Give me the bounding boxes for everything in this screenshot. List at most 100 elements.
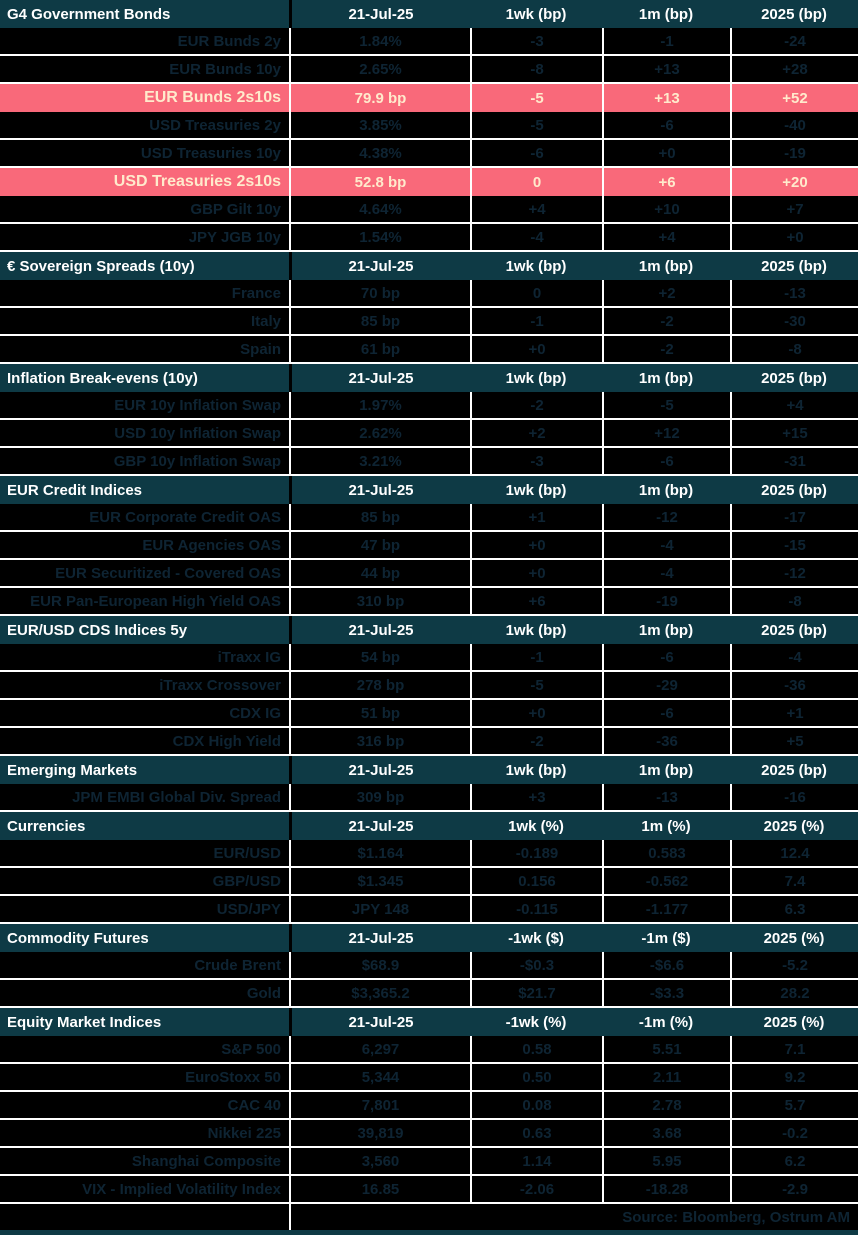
cell-month-change: +2 <box>602 280 730 306</box>
column-header: 1m (bp) <box>638 5 694 23</box>
table-row: VIX - Implied Volatility Index 16.85 -2.06… <box>0 1176 858 1204</box>
cell-month-change: -2 <box>602 308 730 334</box>
row-label: EUR Pan-European High Yield OAS <box>30 592 281 610</box>
footer-empty-cell <box>0 1204 289 1230</box>
column-header: 2025 (bp) <box>761 257 827 275</box>
table-row: USD Treasuries 2y 3.85% -5 -6 -40 <box>0 112 858 140</box>
cell-ytd-change: -30 <box>730 308 858 334</box>
cell-ytd-change: -24 <box>730 28 858 54</box>
table-row: USD 10y Inflation Swap 2.62% +2 +12 +15 <box>0 420 858 448</box>
cell-month-change: -12 <box>602 504 730 530</box>
cell-last-value: 51 bp <box>289 700 470 726</box>
cell-ytd-change: 6.3 <box>730 896 858 922</box>
table-row: EuroStoxx 50 5,344 0.50 2.11 9.2 <box>0 1064 858 1092</box>
cell-month-change: -6 <box>602 644 730 670</box>
cell-ytd-change: +1 <box>730 700 858 726</box>
cell-week-change: 0 <box>470 168 602 196</box>
column-header: 1m (bp) <box>638 481 694 499</box>
column-header: 2025 (bp) <box>761 5 827 23</box>
cell-ytd-change: -19 <box>730 140 858 166</box>
cell-week-change: +3 <box>470 784 602 810</box>
cell-last-value: 61 bp <box>289 336 470 362</box>
cell-week-change: +4 <box>470 196 602 222</box>
section-title: € Sovereign Spreads (10y) <box>7 257 195 275</box>
cell-last-value: 6,297 <box>289 1036 470 1062</box>
table-row: Italy 85 bp -1 -2 -30 <box>0 308 858 336</box>
cell-last-value: 85 bp <box>289 504 470 530</box>
table-row: GBP Gilt 10y 4.64% +4 +10 +7 <box>0 196 858 224</box>
column-header: 1m (bp) <box>638 621 694 639</box>
table-row: USD Treasuries 2s10s 52.8 bp 0 +6 +20 <box>0 168 858 196</box>
cell-ytd-change: +52 <box>730 84 858 112</box>
section-title: Equity Market Indices <box>7 1013 162 1031</box>
row-label: CAC 40 <box>227 1096 281 1114</box>
cell-month-change: +6 <box>602 168 730 196</box>
column-header: 21-Jul-25 <box>289 1008 470 1036</box>
cell-month-change: 5.51 <box>602 1036 730 1062</box>
cell-ytd-change: -16 <box>730 784 858 810</box>
column-header: 1wk (bp) <box>505 481 567 499</box>
cell-ytd-change: 6.2 <box>730 1148 858 1174</box>
cell-month-change: -4 <box>602 560 730 586</box>
row-label: Spain <box>240 340 281 358</box>
row-label: CDX IG <box>229 704 281 722</box>
cell-month-change: -6 <box>602 700 730 726</box>
cell-ytd-change: -12 <box>730 560 858 586</box>
table-row: Shanghai Composite 3,560 1.14 5.95 6.2 <box>0 1148 858 1176</box>
column-header: 21-Jul-25 <box>289 616 470 644</box>
cell-ytd-change: -8 <box>730 588 858 614</box>
cell-week-change: -1 <box>470 644 602 670</box>
row-label: EuroStoxx 50 <box>185 1068 281 1086</box>
column-header: 2025 (%) <box>763 1013 825 1031</box>
column-header: 21-Jul-25 <box>289 252 470 280</box>
cell-ytd-change: +4 <box>730 392 858 418</box>
row-label: EUR Bunds 2s10s <box>144 89 281 106</box>
cell-week-change: +2 <box>470 420 602 446</box>
column-header: 1m (bp) <box>638 257 694 275</box>
cell-month-change: -2 <box>602 336 730 362</box>
cell-week-change: -5 <box>470 672 602 698</box>
table-row: Spain 61 bp +0 -2 -8 <box>0 336 858 364</box>
column-header: 1wk (bp) <box>505 369 567 387</box>
table-row: EUR Bunds 10y 2.65% -8 +13 +28 <box>0 56 858 84</box>
cell-month-change: -6 <box>602 448 730 474</box>
table-row: EUR Agencies OAS 47 bp +0 -4 -15 <box>0 532 858 560</box>
cell-ytd-change: 5.7 <box>730 1092 858 1118</box>
cell-month-change: +13 <box>602 56 730 82</box>
cell-week-change: -5 <box>470 84 602 112</box>
column-header: 21-Jul-25 <box>289 476 470 504</box>
column-header: 2025 (bp) <box>761 761 827 779</box>
cell-week-change: 0.63 <box>470 1120 602 1146</box>
column-header: 1wk (%) <box>508 817 564 835</box>
column-header: 21-Jul-25 <box>289 756 470 784</box>
section-header: Emerging Markets 21-Jul-25 1wk (bp) 1m (bp)… <box>0 756 858 784</box>
cell-month-change: -$6.6 <box>602 952 730 978</box>
cell-ytd-change: -36 <box>730 672 858 698</box>
section-header: Inflation Break-evens (10y) 21-Jul-25 1wk … <box>0 364 858 392</box>
cell-ytd-change: -2.9 <box>730 1176 858 1202</box>
cell-month-change: -6 <box>602 112 730 138</box>
column-header: 21-Jul-25 <box>289 0 470 28</box>
cell-month-change: -1 <box>602 28 730 54</box>
table-row: Gold $3,365.2 $21.7 -$3.3 28.2 <box>0 980 858 1008</box>
cell-last-value: 1.54% <box>289 224 470 250</box>
cell-week-change: +0 <box>470 560 602 586</box>
row-label: USD Treasuries 2y <box>149 116 281 134</box>
row-label: Nikkei 225 <box>207 1124 281 1142</box>
cell-week-change: -8 <box>470 56 602 82</box>
cell-ytd-change: -31 <box>730 448 858 474</box>
row-label: EUR/USD <box>213 844 281 862</box>
cell-last-value: 278 bp <box>289 672 470 698</box>
cell-month-change: +10 <box>602 196 730 222</box>
row-label: Italy <box>250 312 281 330</box>
cell-week-change: 0.58 <box>470 1036 602 1062</box>
cell-week-change: -2 <box>470 728 602 754</box>
cell-last-value: 79.9 bp <box>289 84 470 112</box>
cell-last-value: JPY 148 <box>289 896 470 922</box>
cell-ytd-change: -13 <box>730 280 858 306</box>
cell-ytd-change: 28.2 <box>730 980 858 1006</box>
row-label: GBP 10y Inflation Swap <box>113 452 281 470</box>
row-label: EUR Bunds 10y <box>169 60 281 78</box>
section-header: Currencies 21-Jul-25 1wk (%) 1m (%) 2025 (%) <box>0 812 858 840</box>
cell-last-value: 85 bp <box>289 308 470 334</box>
